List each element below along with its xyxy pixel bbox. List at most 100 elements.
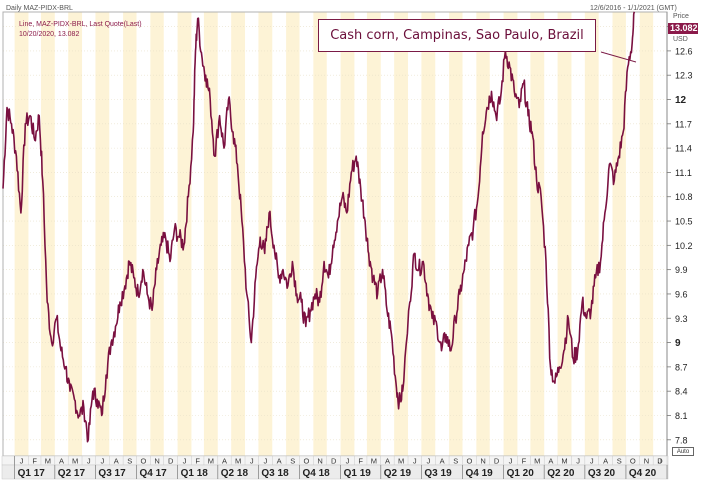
month-band: [449, 12, 463, 456]
quarter-tick-label: Q3 18: [261, 468, 289, 479]
month-band: [95, 12, 110, 456]
month-tick-label: M: [534, 457, 540, 466]
month-tick-label: J: [87, 457, 91, 466]
month-band: [476, 12, 490, 456]
y-tick-label: 11.1: [675, 168, 692, 178]
month-band: [150, 12, 164, 456]
month-band: [286, 12, 300, 456]
y-tick-label: 12.3: [675, 71, 693, 81]
quarter-tick-label: Q4 17: [140, 468, 168, 479]
month-tick-label: S: [127, 457, 132, 466]
y-tick-label: 10.5: [675, 217, 693, 227]
quarter-tick-label: Q3 20: [588, 468, 616, 479]
y-tick-label: 12.6: [675, 46, 693, 56]
month-tick-label: N: [644, 457, 649, 466]
month-band: [340, 12, 355, 456]
y-tick-label: 8.4: [675, 387, 688, 397]
month-tick-label: J: [250, 457, 254, 466]
quarter-tick-label: Q2 17: [58, 468, 86, 479]
y-axis-unit: USD: [673, 36, 688, 43]
quarter-tick-label: Q2 19: [384, 468, 412, 479]
y-tick-label: 12: [675, 95, 687, 106]
y-tick-label: 11.4: [675, 144, 692, 154]
month-tick-label: N: [317, 457, 322, 466]
month-tick-label: J: [590, 457, 594, 466]
month-tick-label: J: [426, 457, 430, 466]
month-tick-label: S: [453, 457, 458, 466]
month-band: [123, 12, 137, 456]
month-band: [584, 12, 599, 456]
month-tick-label: J: [100, 457, 104, 466]
quarter-tick-label: Q1 17: [18, 468, 46, 479]
month-tick-label: S: [617, 457, 622, 466]
legend: Line, MAZ-PIDX-BRL, Last Quote(Last) 10/…: [19, 20, 142, 40]
month-tick-label: O: [466, 457, 472, 466]
month-tick-label: F: [522, 457, 527, 466]
quarter-tick-label: Q1 19: [344, 468, 372, 479]
month-tick-label: J: [20, 457, 24, 466]
month-tick-label: J: [346, 457, 350, 466]
auto-scale-button[interactable]: Auto: [672, 447, 694, 456]
quarter-tick-label: Q3 19: [424, 468, 452, 479]
y-tick-label: 11.7: [675, 119, 692, 129]
month-tick-label: F: [195, 457, 200, 466]
annotation-callout-line: [600, 51, 637, 63]
month-band: [313, 12, 327, 456]
month-band: [258, 12, 273, 456]
month-tick-label: O: [303, 457, 309, 466]
month-tick-label: M: [72, 457, 78, 466]
month-tick-label: J: [509, 457, 513, 466]
month-tick-label: F: [358, 457, 363, 466]
month-tick-label: O: [141, 457, 147, 466]
month-tick-label: J: [413, 457, 417, 466]
series-line-cash-corn: [2, 11, 636, 443]
month-tick-label: A: [603, 457, 608, 466]
month-tick-label: M: [45, 457, 51, 466]
y-tick-label: 8.1: [675, 411, 688, 421]
month-tick-label: A: [277, 457, 282, 466]
month-tick-label: J: [658, 457, 662, 466]
y-axis-ticks: 12.912.612.31211.711.411.110.810.510.29.…: [667, 22, 693, 445]
quarter-row: [1, 464, 669, 480]
month-tick-label: A: [222, 457, 227, 466]
month-bands: [14, 12, 654, 456]
month-band: [231, 12, 246, 456]
month-tick-label: D: [494, 457, 500, 466]
y-axis-title: Price: [673, 13, 689, 20]
month-band: [394, 12, 409, 456]
month-band: [14, 12, 29, 456]
month-band: [530, 12, 545, 456]
month-band: [639, 12, 654, 456]
last-price-tag: 13.082: [668, 23, 698, 34]
quarter-tick-label: Q2 20: [547, 468, 575, 479]
month-tick-label: D: [657, 457, 663, 466]
month-tick-label: J: [576, 457, 580, 466]
month-tick-label: F: [32, 457, 37, 466]
month-band: [366, 12, 381, 456]
month-band: [40, 12, 55, 456]
month-tick-label: O: [630, 457, 636, 466]
date-range: 12/6/2016 - 1/1/2021 (GMT): [590, 5, 677, 12]
y-tick-label: 9.6: [675, 289, 688, 299]
y-tick-label: 9.9: [675, 265, 688, 275]
quarter-tick-label: Q4 18: [303, 468, 331, 479]
y-tick-label: 8.7: [675, 362, 688, 372]
y-tick-label: 10.8: [675, 192, 693, 202]
month-tick-label: M: [398, 457, 404, 466]
month-tick-label: A: [548, 457, 553, 466]
month-band: [557, 12, 572, 456]
month-tick-label: M: [208, 457, 214, 466]
legend-line-1: Line, MAZ-PIDX-BRL, Last Quote(Last): [19, 21, 142, 28]
y-tick-label: 9.3: [675, 314, 688, 324]
month-tick-label: M: [371, 457, 377, 466]
chart-title: Daily MAZ-PIDX-BRL: [6, 5, 73, 12]
legend-line-2: 10/20/2020, 13.082: [19, 31, 80, 38]
y-tick-label: 7.8: [675, 435, 688, 445]
month-tick-label: N: [154, 457, 159, 466]
month-tick-label: D: [331, 457, 337, 466]
month-band: [612, 12, 626, 456]
month-band: [503, 12, 518, 456]
month-tick-label: S: [290, 457, 295, 466]
